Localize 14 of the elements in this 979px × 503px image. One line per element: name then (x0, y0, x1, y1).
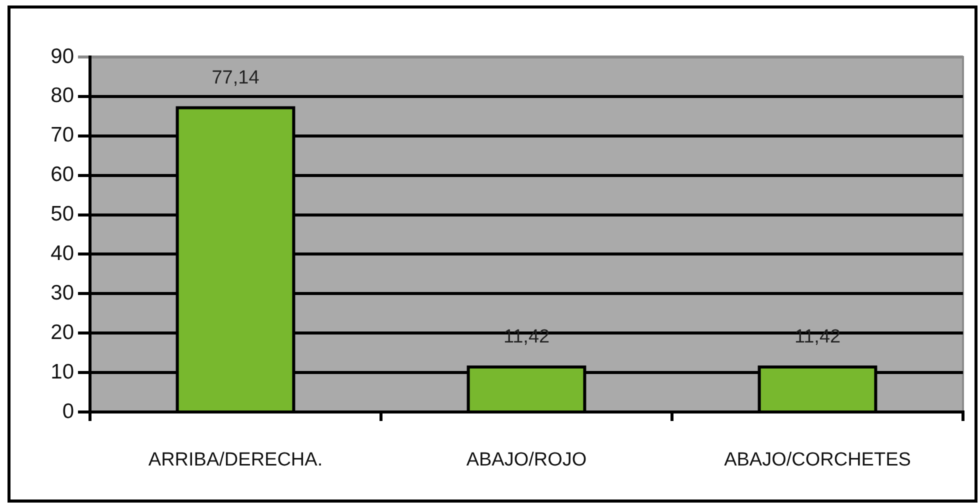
y-tick-label: 50 (50, 202, 74, 226)
y-tick-label: 40 (50, 242, 74, 266)
x-tick-label: ABAJO/ROJO (466, 450, 587, 471)
y-tick-label: 80 (50, 84, 74, 108)
x-tick-label: ARRIBA/DERECHA. (148, 450, 323, 471)
y-tick-label: 90 (50, 44, 74, 68)
data-label: 77,14 (212, 67, 260, 88)
y-tick-label: 0 (62, 400, 74, 423)
y-tick-label: 60 (50, 163, 74, 186)
y-tick-label: 70 (50, 124, 74, 147)
y-tick-label: 10 (50, 360, 74, 384)
y-tick-label: 20 (50, 320, 74, 344)
x-tick-label: ABAJO/CORCHETES (724, 450, 911, 471)
y-tick-label: 30 (50, 281, 74, 304)
